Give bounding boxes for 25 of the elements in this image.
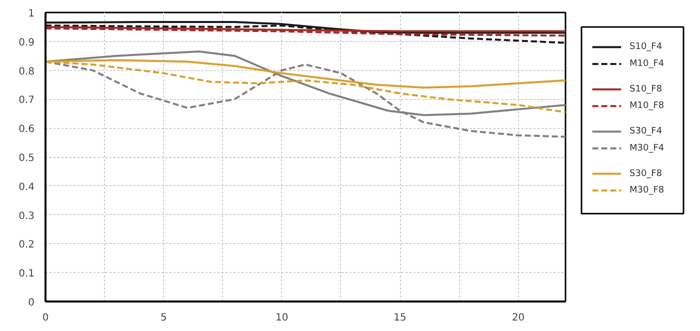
y-tick-label: 1 [28, 8, 35, 20]
y-tick-label: 0.1 [18, 268, 35, 280]
legend-label: S30_F8 [630, 168, 662, 179]
y-tick-label: 0.4 [18, 182, 35, 193]
legend-label: M30_F4 [630, 143, 664, 154]
y-tick-label: 0.7 [18, 95, 35, 106]
x-tick-label: 5 [160, 312, 167, 324]
legend-label: M10_F4 [630, 58, 664, 69]
legend-label: M10_F8 [630, 101, 664, 112]
y-tick-label: 0.9 [18, 37, 35, 48]
line-series [46, 24, 566, 44]
x-tick-label: 0 [42, 312, 49, 324]
legend-label: S10_F8 [630, 84, 662, 94]
x-tick-label: 20 [512, 312, 525, 324]
y-tick-label: 0.6 [18, 124, 35, 136]
y-tick-label: 0 [28, 298, 35, 308]
legend-label: S30_F4 [630, 126, 662, 137]
y-tick-label: 0.5 [18, 153, 35, 164]
y-tick-label: 0.2 [18, 240, 35, 251]
legend-label: M30_F8 [630, 186, 664, 196]
x-tick-label: 10 [276, 312, 288, 324]
legend-label: S10_F4 [630, 42, 662, 52]
y-tick-label: 0.3 [18, 210, 35, 222]
x-tick-label: 15 [394, 312, 406, 324]
y-tick-label: 0.8 [18, 66, 35, 78]
